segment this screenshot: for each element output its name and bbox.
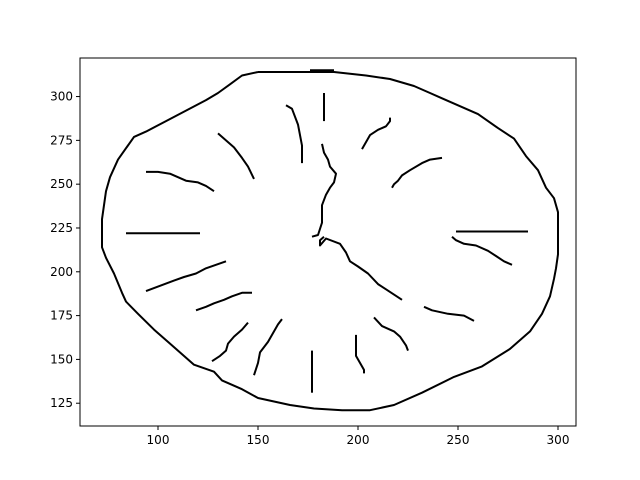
y-axis: 125 150 175 200 225 250 275 300 xyxy=(50,90,80,410)
stroke-hour-11 xyxy=(195,291,252,312)
stroke-minute-hand xyxy=(319,235,403,301)
y-tick-label: 150 xyxy=(50,352,73,366)
stroke-hour-hand xyxy=(311,143,337,238)
plot-area-frame xyxy=(79,57,577,427)
stroke-hour-12b xyxy=(145,260,227,293)
x-tick-label: 100 xyxy=(147,433,170,447)
y-tick-label: 225 xyxy=(50,221,73,235)
stroke-hour-12c xyxy=(285,104,303,164)
x-axis: 100 150 200 250 300 xyxy=(147,426,570,447)
stroke-hour-1 xyxy=(361,117,391,150)
stroke-hour-4 xyxy=(451,235,513,266)
y-tick-label: 200 xyxy=(50,265,73,279)
stroke-hour-6 xyxy=(373,316,409,351)
x-tick-label: 200 xyxy=(347,433,370,447)
x-tick-label: 150 xyxy=(247,433,270,447)
y-tick-label: 175 xyxy=(50,309,73,323)
stroke-hour-10b xyxy=(146,170,215,193)
y-tick-label: 275 xyxy=(50,133,73,147)
y-tick-label: 250 xyxy=(50,177,73,191)
y-tick-label: 125 xyxy=(50,396,73,410)
stroke-hour-9 xyxy=(253,318,283,376)
x-tick-label: 250 xyxy=(447,433,470,447)
stroke-hour-7 xyxy=(355,334,365,374)
stroke-clock-outline xyxy=(101,71,559,412)
stroke-hour-10 xyxy=(211,321,249,363)
stroke-hour-2 xyxy=(391,156,443,189)
x-tick-label: 300 xyxy=(547,433,570,447)
stroke-hour-5 xyxy=(423,305,475,322)
stroke-hour-11b xyxy=(217,132,255,180)
strokes-layer xyxy=(101,69,559,412)
y-tick-label: 300 xyxy=(50,90,73,104)
